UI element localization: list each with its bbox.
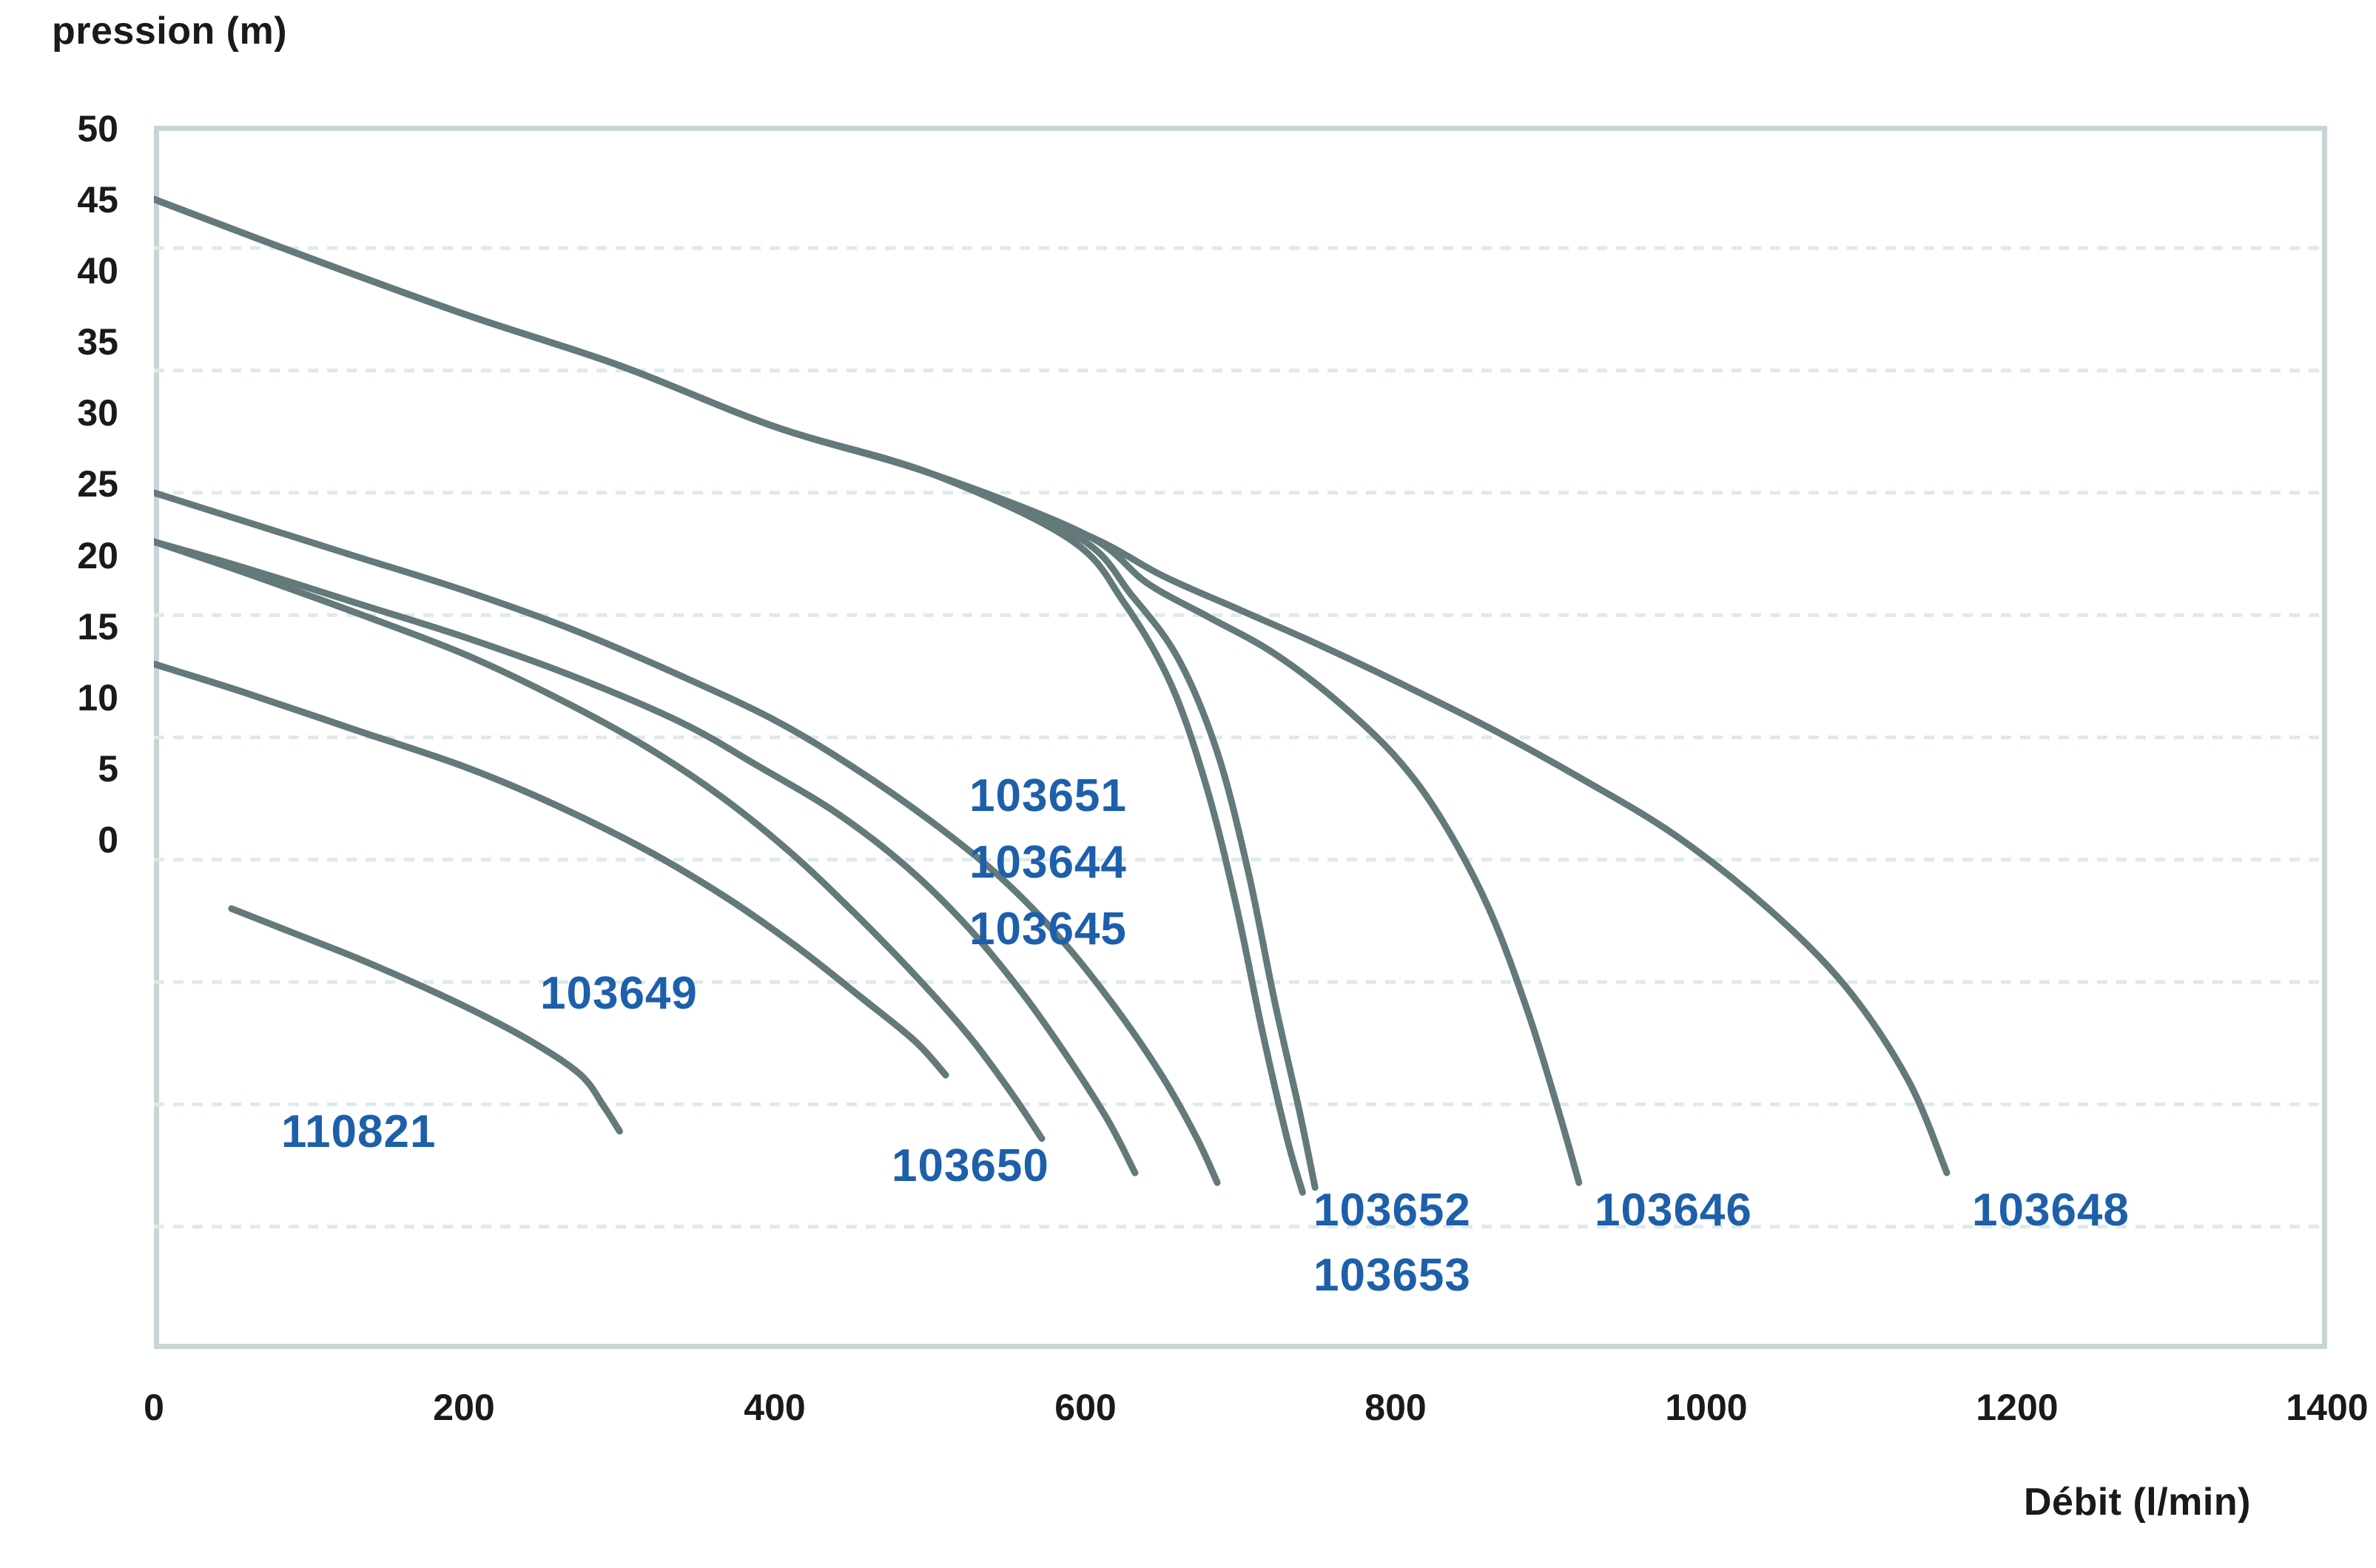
curve-103651 [154,489,1221,1186]
curve-103646 [154,195,1583,1186]
curve-103653 [154,195,1306,1196]
x-tick-200: 200 [433,1387,495,1428]
y-tick-5: 5 [98,748,118,790]
curve-label-103652: 103652 [1313,1185,1471,1236]
y-tick-45: 45 [77,179,118,221]
curves-layer [154,195,2327,1229]
x-tick-0: 0 [144,1387,164,1428]
x-tick-800: 800 [1364,1387,1427,1428]
curve-103649 [154,660,949,1079]
x-tick-400: 400 [744,1387,806,1428]
x-tick-1200: 1200 [1976,1387,2059,1428]
curve-110821 [228,905,623,1135]
curve-label-103653: 103653 [1313,1250,1471,1301]
y-tick-50: 50 [77,108,118,149]
x-tick-1400: 1400 [2286,1387,2369,1428]
y-tick-40: 40 [77,250,118,292]
curve-103645 [154,538,1046,1143]
y-tick-30: 30 [77,392,118,434]
curve-label-103644: 103644 [969,837,1127,888]
y-tick-25: 25 [77,463,118,505]
x-tick-600: 600 [1054,1387,1117,1428]
y-axis-title: pression (m) [52,10,288,53]
x-tick-1000: 1000 [1665,1387,1748,1428]
y-tick-15: 15 [77,606,118,647]
curve-label-103645: 103645 [969,904,1127,955]
curve-103644 [154,538,1139,1177]
curve-label-110821: 110821 [281,1106,437,1157]
curve-label-103648: 103648 [1972,1185,2130,1236]
y-tick-35: 35 [77,321,118,363]
curve-label-103649: 103649 [540,968,698,1019]
gridlines [154,246,2327,1229]
curve-label-103650: 103650 [892,1140,1049,1191]
y-tick-20: 20 [77,535,118,576]
y-tick-0: 0 [98,819,118,861]
curve-paths [154,195,1951,1196]
y-tick-10: 10 [77,677,118,719]
curve-label-103651: 103651 [969,770,1127,821]
curve-label-103646: 103646 [1595,1185,1752,1236]
x-axis-title: Débit (l/min) [2024,1481,2251,1524]
